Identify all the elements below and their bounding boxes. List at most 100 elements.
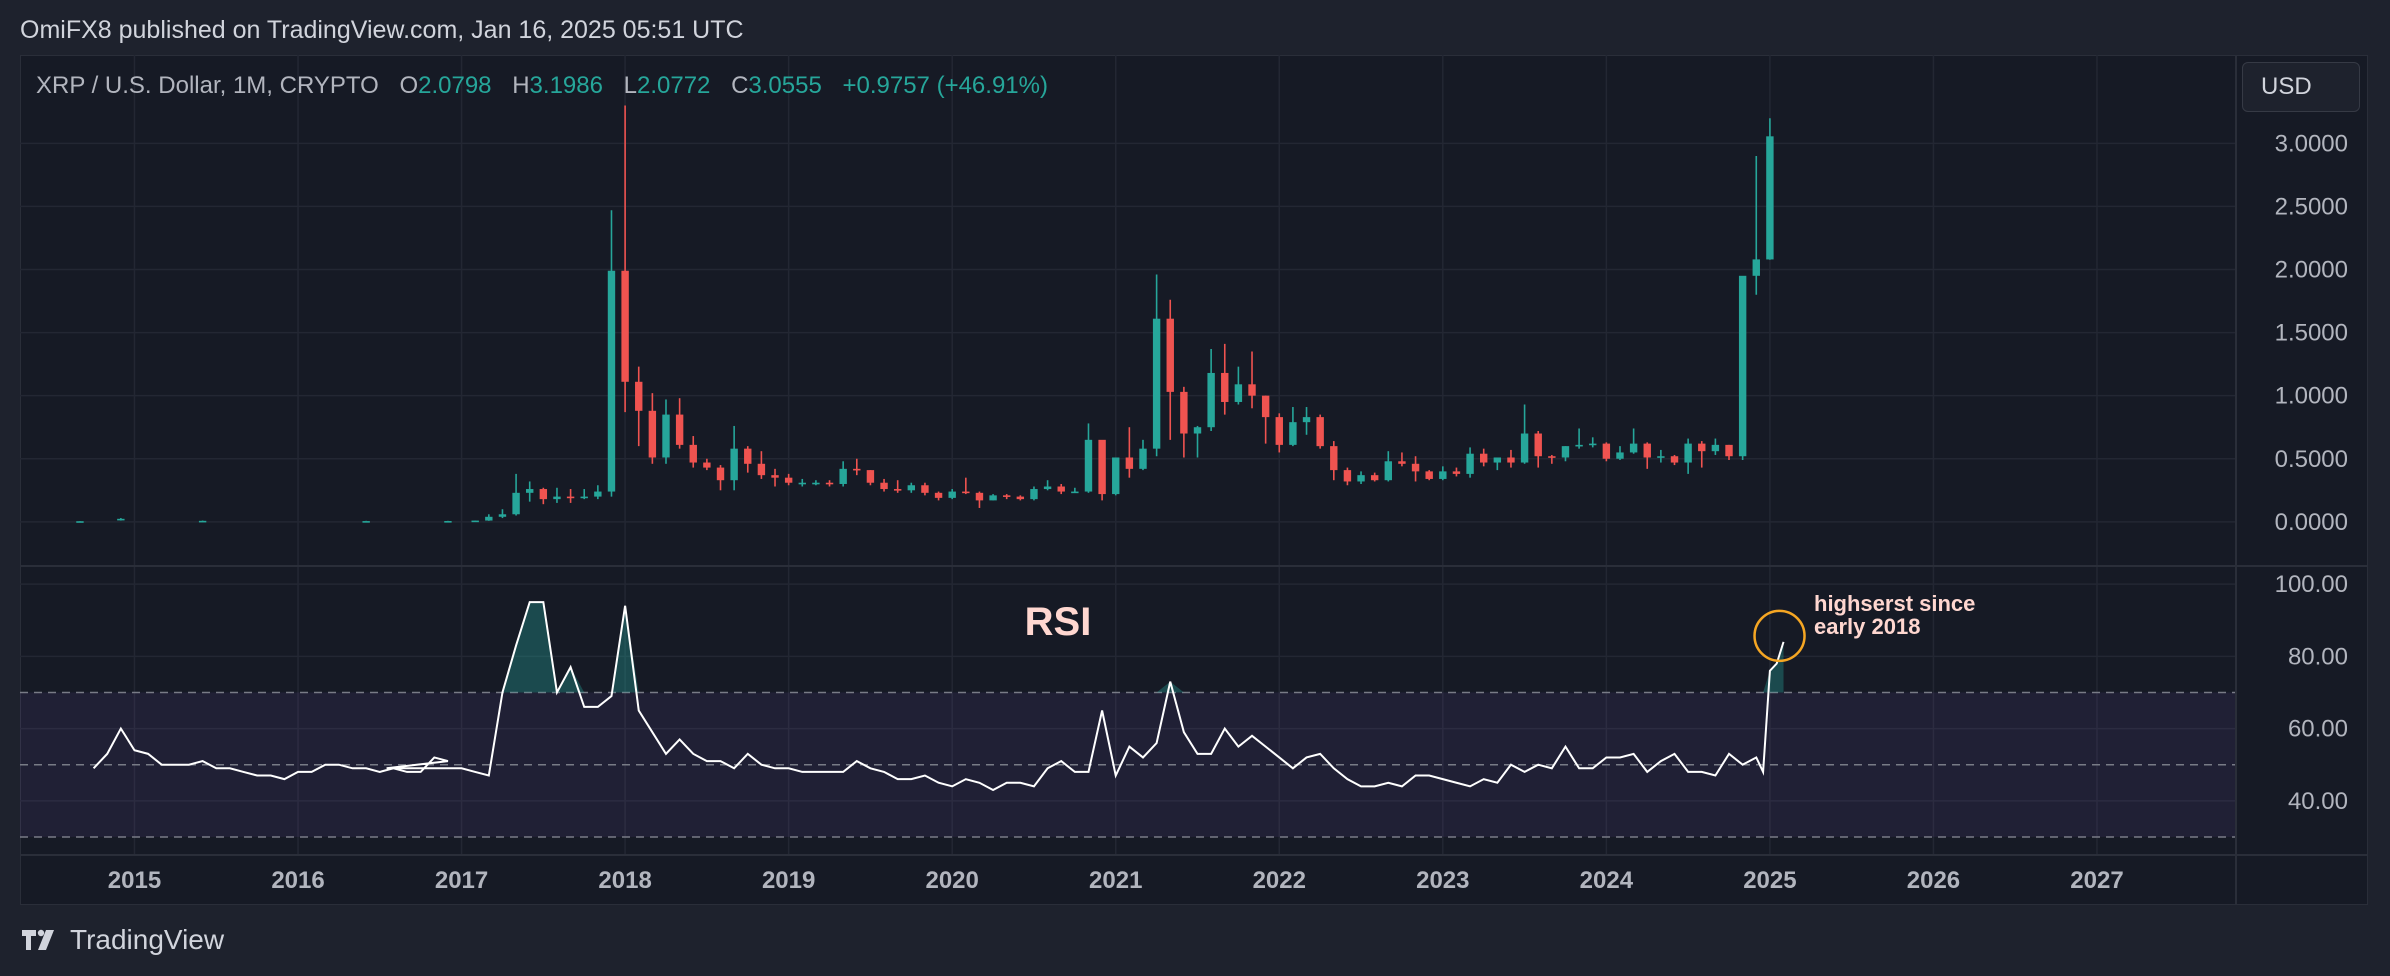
tradingview-logo-icon bbox=[22, 929, 54, 950]
candle-body bbox=[1139, 448, 1147, 469]
close-label: C bbox=[731, 72, 749, 99]
brand-name: TradingView bbox=[70, 924, 225, 955]
candle-body bbox=[1207, 372, 1215, 428]
candle-body bbox=[512, 492, 520, 515]
candle-body bbox=[1098, 439, 1106, 495]
rsi-overbought-fill bbox=[1156, 681, 1184, 693]
candle-body bbox=[1629, 443, 1638, 453]
candle-body bbox=[1738, 275, 1747, 457]
low-label: L bbox=[623, 72, 637, 99]
candle-body bbox=[812, 482, 820, 485]
rsi-tick-label: 60.00 bbox=[2288, 716, 2348, 743]
candle-body bbox=[485, 516, 493, 521]
candle-body bbox=[498, 514, 507, 517]
candle-body bbox=[1548, 456, 1556, 458]
candle-body bbox=[880, 482, 888, 490]
open-value: 2.0798 bbox=[418, 72, 492, 99]
candle-body bbox=[1043, 486, 1052, 490]
axes: 2015 2016 2017 2018 2019 2020 2021 2022 2023 2024… bbox=[20, 55, 2368, 905]
candle-body bbox=[444, 521, 452, 523]
candle-body bbox=[1507, 457, 1515, 463]
ohlc-legend: XRP / U.S. Dollar, 1M, CRYPTO O2.0798 H3… bbox=[36, 72, 1048, 100]
rsi-tick-label: 40.00 bbox=[2288, 788, 2348, 815]
rsi-band bbox=[20, 691, 2236, 838]
candle-body bbox=[771, 475, 779, 478]
rsi-overbought-fill bbox=[502, 602, 557, 693]
candle-body bbox=[1166, 318, 1174, 392]
candle-body bbox=[1466, 453, 1474, 474]
candle-body bbox=[675, 414, 684, 445]
rsi-highlight-circle bbox=[1753, 609, 1806, 663]
change-value: +0.9757 (+46.91%) bbox=[842, 72, 1048, 99]
time-tick-label: 2015 bbox=[108, 867, 161, 894]
time-tick-label: 2027 bbox=[2070, 867, 2123, 894]
time-tick-label: 2017 bbox=[435, 867, 488, 894]
candle-body bbox=[962, 491, 970, 494]
candle-body bbox=[1425, 471, 1433, 479]
candle-body bbox=[1589, 443, 1597, 446]
candle-body bbox=[1330, 446, 1338, 471]
candle-body bbox=[526, 489, 534, 493]
candle-body bbox=[580, 496, 588, 499]
open-label: O bbox=[399, 72, 419, 99]
high-label: H bbox=[512, 72, 530, 99]
brand[interactable]: TradingView bbox=[20, 924, 224, 956]
candle-body bbox=[921, 485, 929, 493]
candle-body bbox=[1071, 491, 1079, 494]
high-value: 3.1986 bbox=[529, 72, 603, 99]
candle-body bbox=[1766, 136, 1774, 260]
candle-body bbox=[1125, 457, 1134, 469]
candle-body bbox=[471, 520, 479, 523]
price-tick-label: 2.0000 bbox=[2275, 256, 2348, 283]
candle-body bbox=[744, 448, 752, 464]
rsi-tick-label: 80.00 bbox=[2288, 643, 2348, 670]
candle-body bbox=[1493, 457, 1502, 463]
candle-body bbox=[1520, 433, 1529, 463]
candle-body bbox=[1398, 461, 1406, 464]
candle-body bbox=[1752, 259, 1760, 276]
candle-body bbox=[621, 270, 629, 382]
candle-body bbox=[1152, 318, 1161, 449]
time-tick-label: 2023 bbox=[1416, 867, 1469, 894]
currency-button[interactable]: USD bbox=[2242, 62, 2360, 112]
candle-body bbox=[76, 521, 84, 523]
price-tick-label: 1.5000 bbox=[2275, 320, 2348, 347]
candle-body bbox=[1534, 433, 1542, 457]
candle-body bbox=[893, 489, 902, 491]
publisher-line: OmiFX8 published on TradingView.com, Jan… bbox=[20, 16, 744, 44]
candle-body bbox=[1370, 475, 1379, 481]
grid-lines bbox=[20, 55, 2236, 855]
candle-body bbox=[825, 482, 834, 485]
rsi-tick-label: 100.00 bbox=[2275, 571, 2348, 598]
candle-body bbox=[1698, 443, 1706, 452]
candle-body bbox=[934, 492, 943, 498]
candle-body bbox=[1643, 443, 1651, 458]
candle-body bbox=[607, 270, 616, 492]
note-line-1: highserst since bbox=[1814, 591, 1975, 616]
candle-body bbox=[1616, 452, 1624, 459]
candle-body bbox=[1275, 417, 1283, 445]
candle-body bbox=[853, 468, 861, 471]
price-tick-label: 0.0000 bbox=[2275, 509, 2348, 536]
candle-body bbox=[648, 410, 657, 458]
time-tick-label: 2025 bbox=[1743, 867, 1796, 894]
candle-body bbox=[689, 444, 697, 463]
candle-body bbox=[1411, 463, 1420, 472]
candle-body bbox=[1261, 395, 1270, 418]
time-tick-label: 2016 bbox=[271, 867, 324, 894]
time-tick-label: 2019 bbox=[762, 867, 815, 894]
candle-body bbox=[1480, 453, 1488, 463]
candle-body bbox=[662, 414, 670, 458]
candle-body bbox=[635, 381, 643, 411]
rsi-title: RSI bbox=[1025, 600, 1092, 644]
candle-body bbox=[989, 495, 997, 501]
candle-body bbox=[1384, 461, 1393, 481]
chart-frame[interactable] bbox=[20, 55, 2368, 905]
candle-body bbox=[362, 521, 370, 523]
time-tick-label: 2020 bbox=[925, 867, 978, 894]
candle-body bbox=[1561, 446, 1570, 458]
candle-body bbox=[1725, 444, 1733, 457]
time-tick-label: 2018 bbox=[598, 867, 651, 894]
